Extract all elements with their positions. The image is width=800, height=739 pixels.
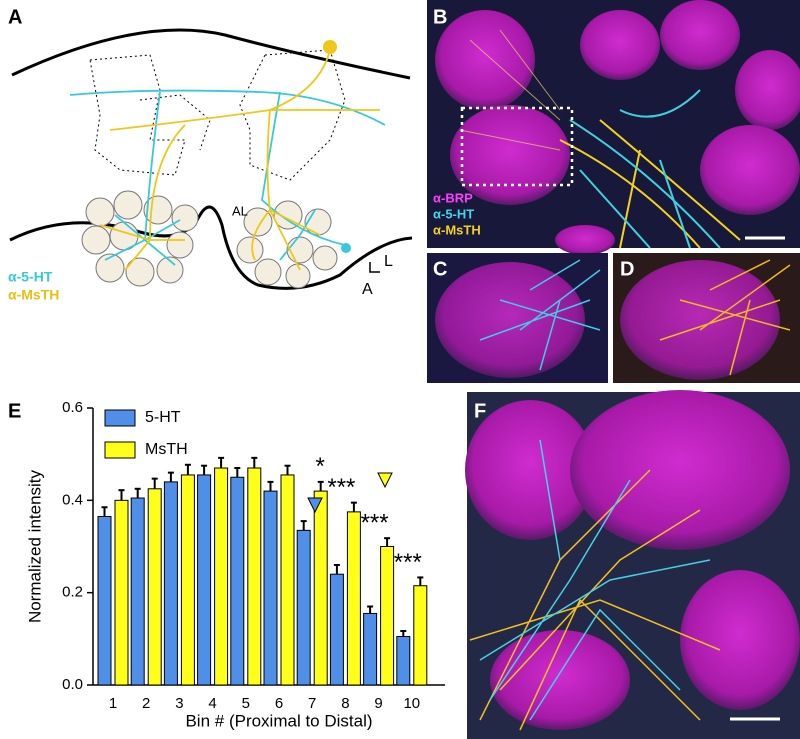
- bar: [214, 467, 229, 686]
- x-tick-label: 8: [341, 695, 349, 712]
- x-tick-label: 1: [109, 695, 117, 712]
- bar: [263, 490, 278, 686]
- bar: [230, 476, 245, 686]
- significance-label: *: [316, 453, 325, 480]
- axis-label: A: [362, 281, 373, 298]
- bar: [180, 474, 195, 686]
- legend-label: 5-HT: [145, 409, 181, 426]
- bar: [363, 612, 378, 686]
- significance-label: ***: [361, 510, 389, 537]
- bar: [280, 474, 295, 686]
- bar: [130, 497, 145, 686]
- y-tick-label: 0.0: [62, 676, 83, 693]
- bar: [97, 515, 112, 686]
- bar: [296, 529, 311, 686]
- bar: [413, 585, 428, 686]
- panel-d-image: [613, 253, 800, 383]
- legend-swatch: [104, 441, 136, 459]
- panel-f-image: [465, 390, 800, 739]
- x-axis-label: Bin # (Proximal to Distal): [185, 711, 372, 730]
- bar: [147, 488, 162, 686]
- bar: [247, 467, 262, 686]
- bar: [380, 546, 395, 686]
- x-tick-label: 9: [374, 695, 382, 712]
- bar: [346, 511, 361, 686]
- bar: [197, 474, 212, 686]
- region-label: AL: [232, 203, 248, 218]
- x-tick-label: 10: [403, 695, 420, 712]
- bar: [313, 490, 328, 686]
- x-tick-label: 3: [175, 695, 183, 712]
- x-tick-label: 6: [275, 695, 283, 712]
- significance-label: ***: [394, 549, 422, 576]
- bar-chart: 0.0 0.2 0.4 0.6 Normalized intensity Bin # (P…: [25, 399, 445, 730]
- panel-label: E: [8, 400, 21, 422]
- marker-arrowhead: [307, 497, 323, 514]
- significance-label: ***: [327, 474, 355, 501]
- bar: [329, 573, 344, 686]
- stain-label: α-5-HT: [433, 206, 474, 221]
- stain-label: α-MsTH: [8, 287, 59, 303]
- x-tick-label: 5: [242, 695, 250, 712]
- stain-label: α-BRP: [433, 190, 473, 205]
- y-tick-label: 0.6: [62, 399, 83, 416]
- bar: [114, 499, 129, 686]
- stain-label: α-5-HT: [8, 269, 53, 285]
- legend-label: MsTH: [145, 441, 188, 458]
- x-tick-label: 7: [308, 695, 316, 712]
- stain-label: α-MsTH: [433, 222, 481, 237]
- x-tick-label: 4: [208, 695, 216, 712]
- bar: [396, 636, 411, 686]
- panel-label: C: [433, 258, 447, 280]
- panel-b-image: [427, 0, 800, 255]
- x-tick-label: 2: [142, 695, 150, 712]
- y-axis-label: Normalized intensity: [25, 469, 44, 623]
- legend-swatch: [104, 409, 136, 427]
- panel-a-diagram: [9, 28, 413, 290]
- marker-arrowhead: [377, 472, 393, 489]
- y-tick-label: 0.2: [62, 584, 83, 601]
- panel-label: D: [620, 258, 634, 280]
- panel-c-image: [427, 253, 608, 383]
- panel-label: A: [8, 6, 22, 28]
- panel-label: F: [474, 400, 486, 422]
- panel-label: B: [433, 6, 447, 28]
- axis-label: L: [384, 253, 393, 270]
- y-tick-label: 0.4: [62, 491, 83, 508]
- bar: [163, 481, 178, 686]
